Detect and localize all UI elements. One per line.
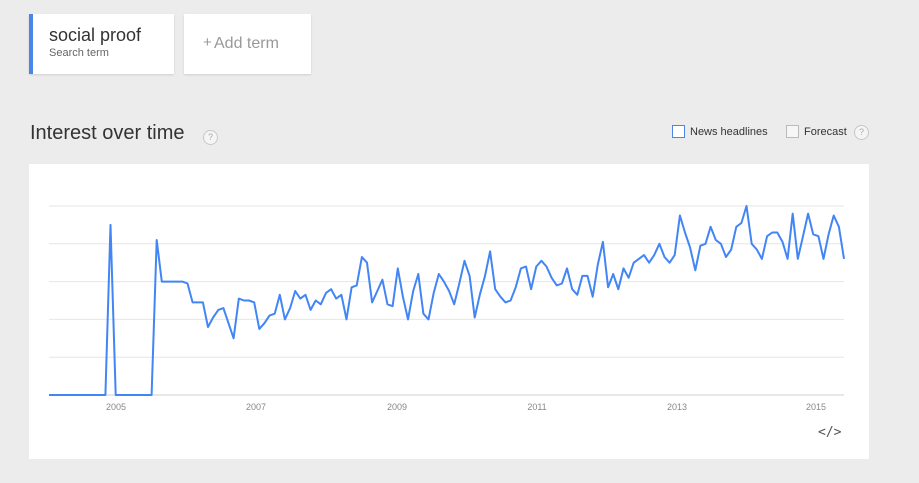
x-tick-label: 2005 [106,402,126,412]
search-term-card[interactable]: social proof Search term [29,14,174,74]
news-headlines-label[interactable]: News headlines [690,126,768,138]
forecast-help-icon[interactable]: ? [854,125,869,140]
embed-code-icon[interactable]: </> [818,425,842,440]
x-tick-label: 2007 [246,402,266,412]
interest-over-time-chart: 2005 2007 2009 2011 2013 2015 [49,205,845,412]
x-tick-label: 2015 [806,402,826,412]
section-title: Interest over time [30,122,185,144]
search-term-name[interactable]: social proof [49,25,142,45]
news-headlines-checkbox[interactable] [672,125,685,138]
add-term-button[interactable]: + Add term [184,14,311,74]
series-line [49,205,845,396]
x-tick-label: 2011 [527,402,546,412]
chart-card: 2005 2007 2009 2011 2013 2015 </> [29,164,869,459]
forecast-label[interactable]: Forecast [804,126,847,138]
search-term-sublabel: Search term [49,47,109,59]
forecast-checkbox[interactable] [786,125,799,138]
add-term-label: Add term [214,35,279,52]
help-icon[interactable]: ? [203,130,218,145]
x-tick-label: 2013 [667,402,687,412]
plus-icon: + [203,34,212,51]
x-tick-label: 2009 [387,402,407,412]
